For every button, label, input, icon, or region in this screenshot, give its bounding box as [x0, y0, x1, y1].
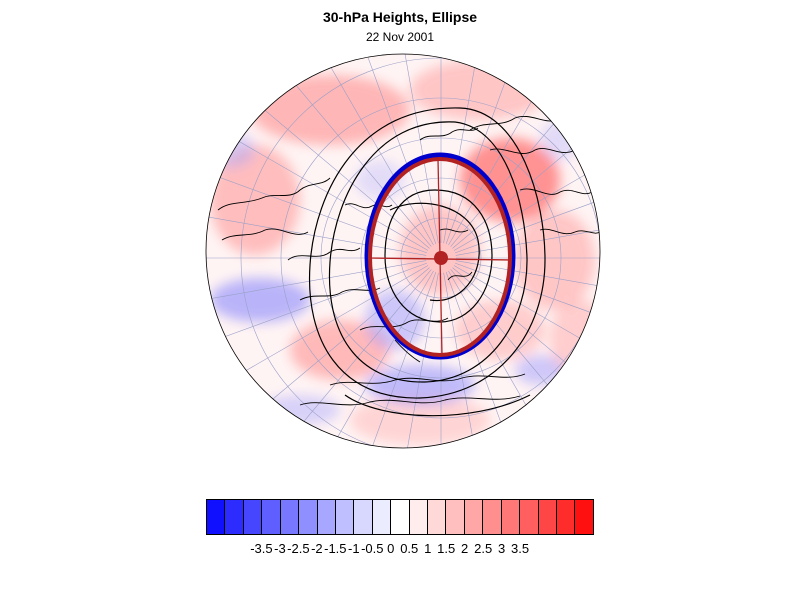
meridian-line	[448, 270, 600, 448]
colorbar-tick-label: -2	[311, 541, 323, 556]
colorbar-tick-label: 3.5	[511, 541, 530, 556]
meridian-line	[443, 54, 497, 244]
colorbar-tick-label: 0.5	[400, 541, 419, 556]
colorbar-swatch	[538, 500, 558, 534]
colorbar-swatch	[428, 500, 447, 534]
colorbar-tick-label: -2.5	[287, 541, 310, 556]
height-contours	[308, 107, 546, 417]
meridian-line	[280, 270, 434, 448]
colorbar-swatch	[557, 500, 576, 534]
meridian-line	[385, 272, 439, 448]
meridian-line	[448, 54, 600, 246]
meridian-line	[206, 262, 428, 368]
colorbar-tick-label: 2.5	[474, 541, 493, 556]
meridian-line	[206, 260, 427, 314]
meridian-line	[331, 54, 437, 245]
meridian-line	[455, 260, 600, 314]
colorbar-swatch	[280, 500, 300, 534]
colorbar-swatch	[262, 500, 281, 534]
meridian-line	[443, 272, 497, 448]
meridian-line	[385, 54, 439, 244]
meridian-line	[206, 148, 428, 254]
colorbar-tick-label: -1	[348, 541, 360, 556]
meridian-line	[450, 54, 600, 247]
colorbar-swatch	[391, 500, 410, 534]
colorbar-tick-label: 2	[461, 541, 469, 556]
graticule	[206, 54, 600, 448]
colorbar-tick-label: 3	[497, 541, 506, 556]
colorbar-tick-label: -3.5	[250, 541, 273, 556]
ellipse-centroid	[434, 251, 448, 265]
colorbar-swatch	[354, 500, 373, 534]
colorbar-tick-label: -1.5	[324, 541, 347, 556]
colorbar-tick-label: -0.5	[361, 541, 384, 556]
meridian-line	[280, 54, 434, 246]
colorbar-tick-label: -3	[274, 541, 286, 556]
chart-title: 30-hPa Heights, Ellipse	[322, 9, 478, 25]
colorbar-tick-label: 0	[387, 541, 395, 556]
colorbar	[206, 499, 594, 535]
colorbar-swatch	[299, 500, 318, 534]
colorbar-swatch	[335, 500, 355, 534]
colorbar-swatch	[501, 500, 521, 534]
colorbar-swatch	[207, 500, 226, 534]
colorbar-swatch	[225, 500, 244, 534]
colorbar-swatch	[372, 500, 392, 534]
meridian-line	[235, 269, 432, 448]
colorbar-swatch	[483, 500, 502, 534]
colorbar-swatch	[409, 500, 429, 534]
colorbar-tick-label: 1.5	[437, 541, 456, 556]
meridian-line	[455, 202, 600, 256]
colorbar-swatch	[243, 500, 263, 534]
colorbar-labels: -3.5 -3 -2.5 -2 -1.5 -1 -0.5 0 0.5 1 1.5 2 2.5 3 3.5	[0, 541, 800, 561]
colorbar-swatch	[446, 500, 465, 534]
globe-outline	[205, 53, 601, 449]
colorbar-swatch	[575, 500, 593, 534]
fitted-ellipse	[368, 157, 512, 357]
chart-subtitle: 22 Nov 2001	[365, 30, 435, 44]
meridian-line	[445, 271, 551, 448]
colorbar-swatch	[464, 500, 484, 534]
colorbar-tick-label: 1	[424, 541, 432, 556]
colorbar-swatch	[317, 500, 336, 534]
meridian-line	[445, 54, 551, 245]
colorbar-swatch	[520, 500, 539, 534]
coastlines	[217, 116, 600, 406]
meridian-line	[452, 54, 600, 249]
